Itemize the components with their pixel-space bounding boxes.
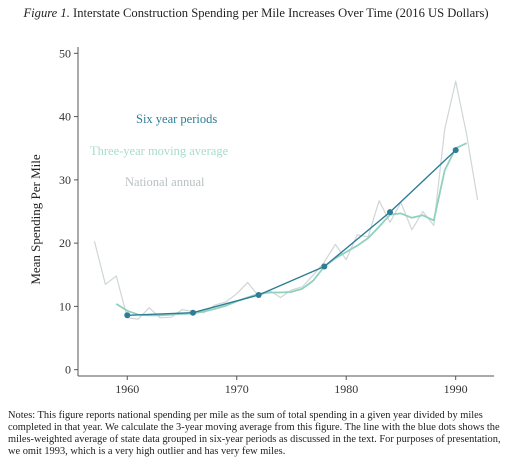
legend-label: Three-year moving average bbox=[90, 144, 229, 158]
y-tick-label: 40 bbox=[59, 110, 71, 124]
x-tick-label: 1980 bbox=[334, 382, 358, 396]
series-line-three-year-ma bbox=[115, 142, 467, 317]
data-point bbox=[124, 312, 131, 319]
legend-label: Six year periods bbox=[136, 112, 217, 126]
figure-title-text: Interstate Construction Spending per Mil… bbox=[73, 6, 489, 20]
figure-label: Figure 1. bbox=[23, 6, 70, 20]
data-point bbox=[321, 263, 328, 270]
data-point bbox=[452, 147, 459, 154]
series-line-six-year bbox=[127, 149, 457, 316]
line-chart: 0 10 20 30 40 50 1960 1970 1980 1990 Mean Spending… bbox=[28, 46, 494, 396]
figure-notes: Notes: This figure reports national spen… bbox=[8, 410, 501, 457]
x-tick-label: 1960 bbox=[115, 382, 139, 396]
y-tick-label: 50 bbox=[59, 46, 71, 60]
data-point bbox=[189, 309, 196, 316]
y-tick-label: 10 bbox=[59, 299, 71, 313]
legend-label: National annual bbox=[125, 175, 205, 189]
x-tick-label: 1990 bbox=[444, 382, 468, 396]
y-tick-label: 0 bbox=[65, 363, 71, 377]
figure-title: Figure 1. Interstate Construction Spendi… bbox=[0, 6, 512, 21]
y-axis-title: Mean Spending Per Mile bbox=[28, 154, 43, 285]
y-tick-label: 20 bbox=[59, 236, 71, 250]
x-tick-label: 1970 bbox=[225, 382, 249, 396]
data-point bbox=[255, 292, 262, 299]
data-point bbox=[387, 209, 393, 216]
y-tick-label: 30 bbox=[59, 173, 71, 187]
